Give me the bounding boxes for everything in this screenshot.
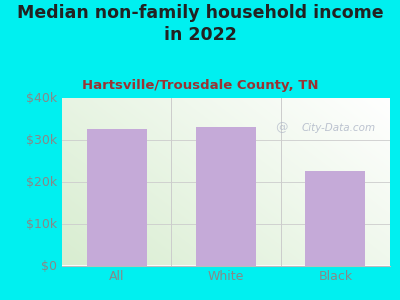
Text: Hartsville/Trousdale County, TN: Hartsville/Trousdale County, TN [82,80,318,92]
Bar [86,129,147,266]
Text: City-Data.com: City-Data.com [302,123,376,133]
Bar [305,171,366,266]
Bar [196,127,256,266]
Text: @: @ [276,121,288,134]
Text: Median non-family household income
in 2022: Median non-family household income in 20… [17,4,383,44]
